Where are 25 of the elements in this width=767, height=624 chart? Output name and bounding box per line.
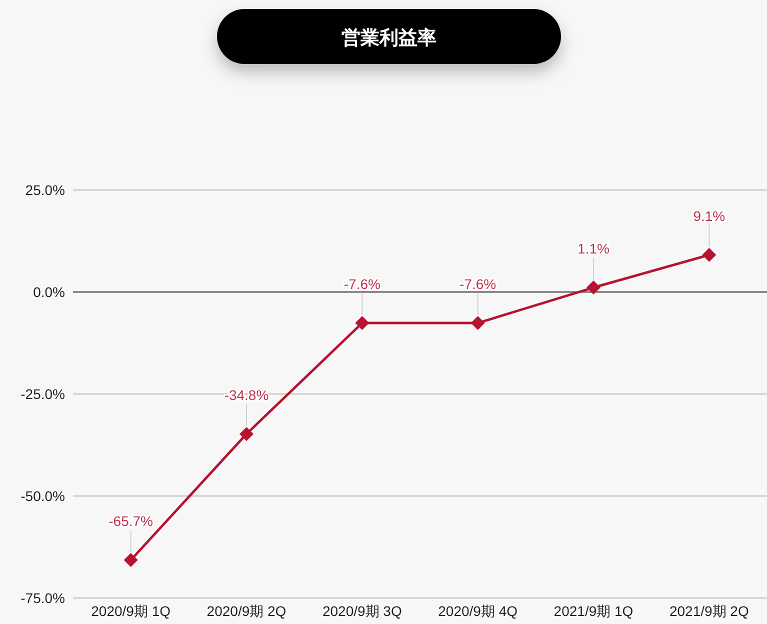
- point: [240, 426, 254, 441]
- y-tick-label: 0.0%: [33, 284, 65, 300]
- data-label: -65.7%: [108, 513, 154, 530]
- x-tick-label: 2020/9期 1Q: [91, 603, 171, 619]
- data-label: 9.1%: [693, 208, 726, 224]
- point: [355, 316, 370, 330]
- y-tick-label: -50.0%: [20, 488, 65, 504]
- title: 営業利益率: [217, 9, 561, 64]
- point: [586, 280, 600, 295]
- data-label: 1.1%: [578, 240, 610, 257]
- chart-title: 営業利益率: [342, 27, 436, 49]
- y-tick-label: -75.0%: [20, 590, 65, 606]
- data-label: -34.8%: [224, 386, 269, 403]
- x-tick-label: 2021/9期 2Q: [669, 603, 749, 619]
- data-label: -7.6%: [460, 276, 496, 292]
- data-label: -7.6%: [344, 276, 380, 292]
- x-tick-label: 2020/9期 2Q: [206, 603, 286, 619]
- x-tick-label: 2021/9期 1Q: [554, 603, 634, 619]
- x-tick-label: 2020/9期 3Q: [322, 603, 402, 619]
- point: [124, 553, 138, 568]
- point: [702, 248, 716, 262]
- y-tick-label: 25.0%: [25, 182, 65, 198]
- x-tick-label: 2020/9期 4Q: [438, 603, 518, 619]
- y-tick-label: -25.0%: [20, 386, 65, 402]
- point: [470, 316, 485, 330]
